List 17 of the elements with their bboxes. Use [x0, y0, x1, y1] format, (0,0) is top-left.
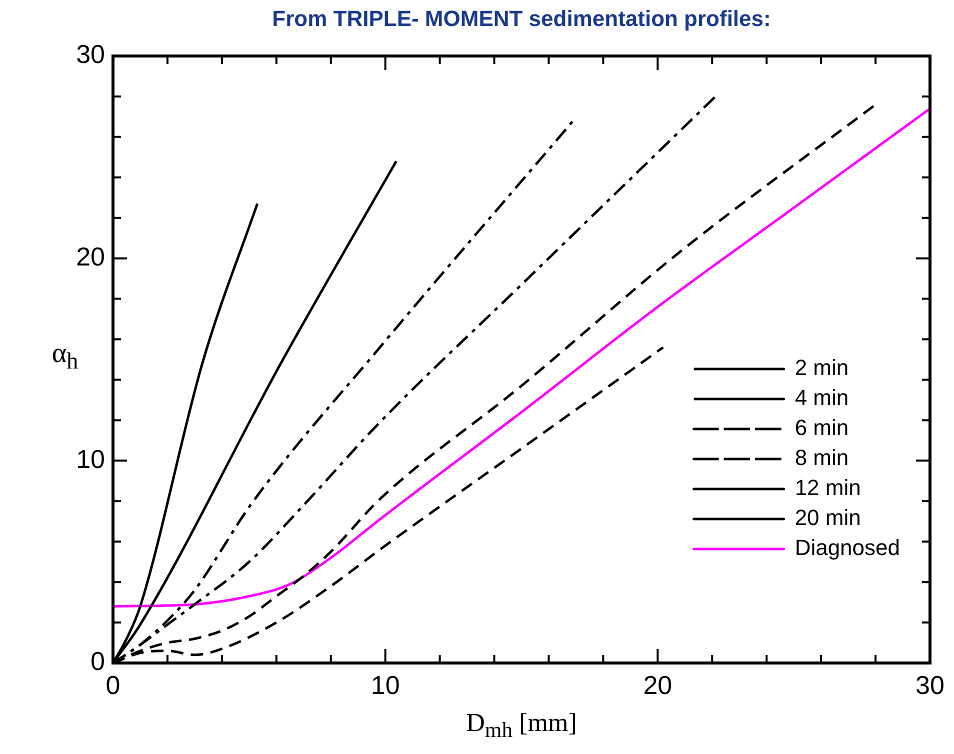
legend-label: 6 min: [794, 415, 849, 440]
y-tick-label: 20: [76, 242, 105, 272]
y-axis-title: α$_{h}$: [50, 338, 80, 376]
legend-label: 8 min: [794, 445, 849, 470]
y-tick-label: 0: [90, 646, 105, 676]
x-axis-title: D$_{mh}$ [mm]: [465, 708, 578, 744]
legend-label: Diagnosed: [794, 535, 900, 560]
chart-title: From TRIPLE- MOMENT sedimentation profiles:: [271, 6, 772, 32]
x-tick-label: 30: [916, 670, 944, 700]
legend-label: 2 min: [794, 355, 849, 380]
legend-label: 12 min: [794, 475, 861, 500]
x-tick-label: 10: [370, 670, 400, 700]
x-tick-label: 20: [643, 670, 672, 700]
y-tick-label: 30: [76, 39, 105, 70]
legend-label: 4 min: [794, 385, 849, 410]
legend-label: 20 min: [794, 505, 861, 530]
y-tick-label: 10: [76, 444, 105, 474]
